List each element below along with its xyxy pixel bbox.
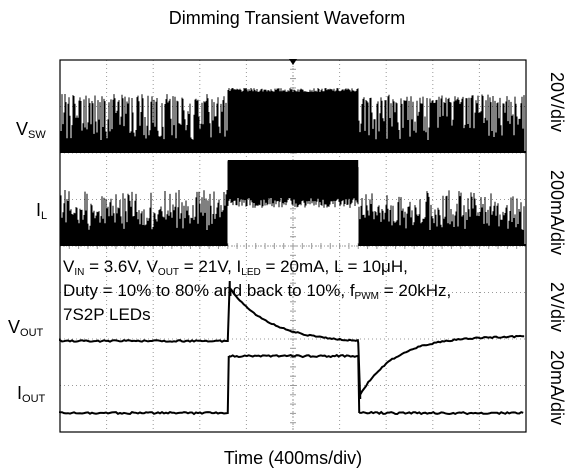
- conditions-line-1-segment-2: = 3.6V, V: [84, 257, 158, 276]
- channel-label-il-sub: L: [41, 210, 47, 222]
- conditions-line-1-segment-6: = 20mA, L = 10μH,: [261, 257, 408, 276]
- channel-label-vout-main: V: [8, 317, 20, 337]
- channel-label-vsw-sub: SW: [28, 129, 46, 141]
- channel-label-vsw-main: V: [16, 119, 28, 139]
- conditions-line-1: VIN = 3.6V, VOUT = 21V, ILED = 20mA, L =…: [63, 258, 533, 281]
- conditions-line-2-segment-0: Duty = 10% to 80% and back to 10%, f: [63, 281, 355, 300]
- conditions-line-1-segment-0: V: [63, 257, 74, 276]
- conditions-line-3: 7S2P LEDs: [63, 306, 533, 323]
- scale-iout: 20mA/div: [546, 350, 567, 425]
- conditions-line-2-segment-2: = 20kHz,: [379, 281, 451, 300]
- conditions-line-1-segment-4: = 21V, I: [179, 257, 241, 276]
- trace-il-high-band: [228, 160, 358, 198]
- channel-label-vsw: VSW: [16, 120, 46, 144]
- channel-label-il: IL: [36, 201, 47, 225]
- conditions-line-2-segment-1: PWM: [355, 291, 379, 302]
- scale-vout: 2V/div: [546, 282, 567, 332]
- channel-label-iout: IOUT: [17, 384, 45, 408]
- x-axis-label: Time (400ms/div): [60, 448, 526, 469]
- trace-iout: [60, 355, 523, 414]
- channel-label-vout-sub: OUT: [20, 327, 43, 339]
- trigger-marker: [289, 59, 297, 65]
- scale-il: 200mA/div: [546, 170, 567, 255]
- conditions-line-2: Duty = 10% to 80% and back to 10%, fPWM …: [63, 282, 533, 305]
- conditions-line-3-segment-0: 7S2P LEDs: [63, 305, 151, 324]
- channel-label-iout-sub: OUT: [22, 393, 45, 405]
- conditions-line-1-segment-1: IN: [74, 267, 84, 278]
- scale-vsw: 20V/div: [546, 72, 567, 132]
- channel-label-vout: VOUT: [8, 318, 43, 342]
- conditions-line-1-segment-3: OUT: [158, 267, 179, 278]
- conditions-line-1-segment-5: LED: [241, 267, 260, 278]
- trace-vsw: [61, 88, 524, 152]
